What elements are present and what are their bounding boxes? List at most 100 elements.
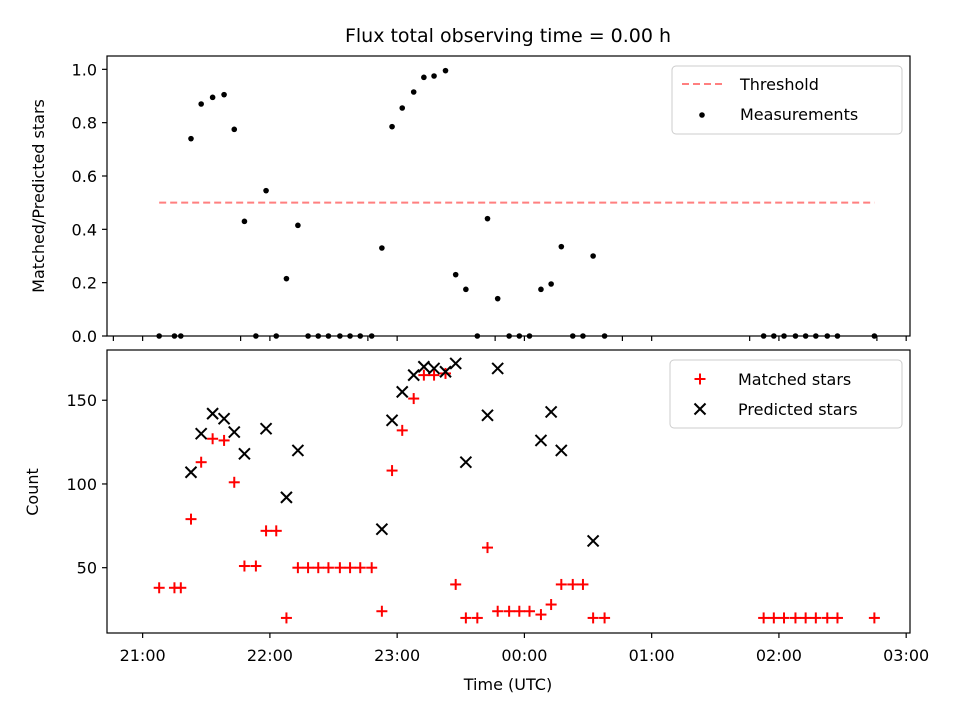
- matched-star-point: [408, 393, 420, 405]
- matched-star-point: [492, 605, 504, 617]
- predicted-star-point: [417, 360, 431, 373]
- matched-star-point: [868, 612, 880, 624]
- legend-predicted-swatch: [693, 402, 707, 416]
- chart-title: Flux total observing time = 0.00 h: [345, 25, 671, 47]
- predicted-star-point: [407, 368, 420, 382]
- x-tick-label: 23:00: [374, 646, 420, 665]
- matched-star-point: [789, 612, 801, 624]
- measurement-point: [295, 222, 301, 229]
- matched-star-point: [185, 513, 197, 525]
- matched-star-point: [270, 525, 282, 537]
- x-tick-label: 03:00: [883, 646, 929, 665]
- count-y-tick-label: 150: [66, 391, 97, 410]
- count-y-tick-label: 50: [77, 559, 97, 578]
- predicted-star-point: [396, 385, 409, 399]
- ratio-plot-frame: [106, 55, 911, 337]
- legend-measurements-swatch: [699, 112, 705, 118]
- matched-star-point: [396, 424, 408, 436]
- legend-matched-swatch: [694, 373, 706, 385]
- measurement-point: [188, 135, 194, 142]
- measurement-point: [421, 74, 427, 81]
- measurement-point: [590, 253, 596, 259]
- legend-threshold-label: Threshold: [739, 75, 819, 94]
- x-tick-label: 00:00: [501, 646, 547, 665]
- measurement-point: [494, 295, 501, 302]
- matched-star-point: [810, 612, 822, 624]
- predicted-star-point: [217, 412, 231, 425]
- ratio-y-tick-label: 0.8: [72, 114, 97, 133]
- ratio-legend-box: [671, 65, 903, 135]
- matched-star-point: [567, 578, 579, 590]
- matched-stars-points: [153, 367, 880, 624]
- predicted-star-point: [481, 409, 494, 422]
- ratio-plot: 0.0 0.2 0.4 0.6 0.8 1.0 Matched/Predicted sta…: [29, 55, 911, 346]
- count-legend: Matched stars Predicted stars: [669, 359, 903, 429]
- matched-star-point: [460, 612, 472, 624]
- predicted-star-point: [555, 444, 568, 457]
- matched-star-point: [218, 434, 230, 446]
- matched-star-point: [354, 562, 366, 574]
- count-y-ticks: 50 100 150: [66, 391, 107, 578]
- matched-star-point: [334, 562, 346, 574]
- count-plot-frame: [106, 349, 911, 634]
- matched-star-point: [418, 369, 430, 381]
- ratio-y-tick-label: 1.0: [72, 60, 97, 79]
- matched-star-point: [821, 612, 833, 624]
- matched-star-point: [577, 578, 589, 590]
- matched-star-point: [503, 605, 515, 617]
- count-x-ticks: 21:00 22:00 23:00 00:00 01:00 02:00 03:00: [120, 633, 929, 665]
- legend-matched-label: Matched stars: [738, 370, 851, 389]
- count-plot: 21:00 22:00 23:00 00:00 01:00 02:00 03:00 50 10…: [23, 349, 929, 694]
- measurement-point: [558, 243, 565, 250]
- predicted-star-point: [459, 455, 473, 469]
- predicted-star-point: [534, 434, 548, 447]
- x-tick-label: 22:00: [247, 646, 293, 665]
- count-y-axis-label: Count: [23, 468, 42, 516]
- ratio-y-tick-label: 0.6: [72, 167, 97, 186]
- matched-star-point: [260, 525, 272, 537]
- predicted-star-point: [449, 357, 462, 370]
- x-axis-label: Time (UTC): [463, 675, 552, 694]
- predicted-star-point: [427, 362, 441, 375]
- measurement-point: [410, 89, 417, 95]
- measurement-point: [231, 126, 238, 133]
- predicted-star-point: [280, 491, 293, 504]
- matched-star-point: [758, 612, 770, 624]
- matched-star-point: [280, 612, 292, 624]
- measurement-point: [389, 123, 395, 130]
- predicted-star-point: [259, 422, 273, 435]
- matched-star-point: [322, 562, 334, 574]
- matched-star-point: [535, 609, 547, 621]
- matched-star-point: [555, 578, 567, 590]
- matched-star-point: [513, 605, 525, 617]
- predicted-star-point: [238, 447, 251, 461]
- measurement-point: [442, 67, 449, 74]
- x-tick-label: 02:00: [756, 646, 802, 665]
- matched-star-point: [302, 562, 314, 574]
- matched-star-point: [344, 562, 356, 574]
- predicted-stars-points: [184, 357, 600, 548]
- predicted-star-point: [439, 365, 452, 378]
- measurement-point: [548, 281, 554, 287]
- matched-star-point: [195, 456, 207, 468]
- matched-star-point: [366, 562, 378, 574]
- matched-star-point: [312, 562, 324, 574]
- matched-star-point: [207, 433, 219, 445]
- measurement-point: [209, 94, 216, 101]
- predicted-star-point: [544, 405, 558, 419]
- matched-star-point: [440, 367, 452, 379]
- measurement-point: [452, 271, 459, 278]
- predicted-star-point: [228, 425, 241, 439]
- predicted-star-point: [291, 444, 305, 457]
- legend-predicted-label: Predicted stars: [738, 400, 858, 419]
- measurement-point: [241, 218, 248, 225]
- ratio-legend: Threshold Measurements: [671, 65, 903, 135]
- predicted-star-point: [375, 522, 389, 536]
- ratio-y-axis-label: Matched/Predicted stars: [29, 99, 48, 293]
- measurement-point: [198, 101, 204, 107]
- matched-star-point: [831, 612, 843, 624]
- matched-star-point: [376, 605, 388, 617]
- measurement-point: [379, 245, 385, 251]
- measurement-point: [484, 215, 491, 222]
